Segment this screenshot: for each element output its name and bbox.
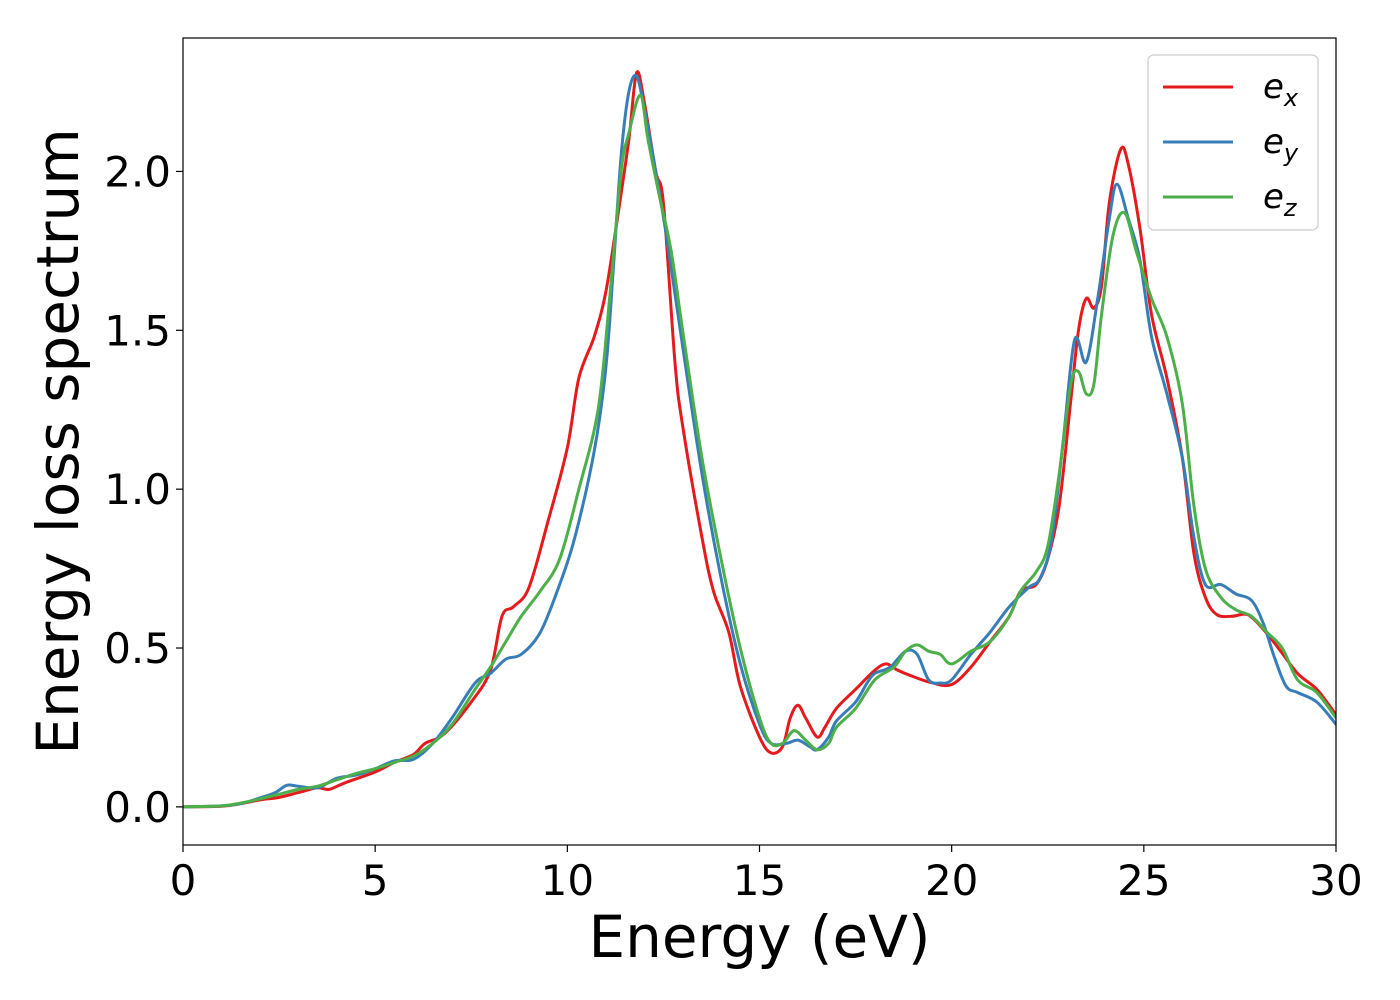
- legend-label-subscript: y: [1283, 139, 1299, 167]
- legend-label-subscript: z: [1283, 194, 1298, 222]
- x-tick-label: 5: [362, 856, 389, 905]
- axes-frame: [182, 37, 1337, 846]
- x-tick-label: 15: [733, 856, 786, 905]
- plot-area: [183, 70, 1336, 809]
- series-line-ez: [183, 93, 1336, 809]
- legend-label-main: e: [1263, 67, 1284, 107]
- legend-label-ex: ex: [1263, 67, 1299, 112]
- y-tick-label: 1.0: [104, 465, 171, 514]
- x-axis-ticks: 0 5 10 15 20 25 30: [170, 845, 1363, 905]
- series-line-ey: [183, 74, 1336, 809]
- y-tick-label: 0.5: [104, 624, 171, 673]
- y-tick-label: 2.0: [104, 147, 171, 196]
- y-tick-label: 1.5: [104, 306, 171, 355]
- series-line-ex: [183, 70, 1336, 809]
- x-tick-label: 25: [1117, 856, 1170, 905]
- legend-label-ey: ey: [1263, 122, 1299, 167]
- legend-label-ez: ez: [1263, 177, 1298, 222]
- y-axis-ticks: 0.0 0.5 1.0 1.5 2.0: [104, 147, 183, 832]
- legend-label-subscript: x: [1283, 84, 1299, 112]
- x-tick-label: 20: [925, 856, 978, 905]
- x-tick-label: 0: [170, 856, 197, 905]
- x-axis-label: Energy (eV): [588, 903, 930, 971]
- x-tick-label: 10: [541, 856, 594, 905]
- y-axis-label: Energy loss spectrum: [24, 128, 92, 754]
- x-tick-label: 30: [1309, 856, 1362, 905]
- y-tick-label: 0.0: [104, 783, 171, 832]
- legend-label-main: e: [1263, 177, 1284, 217]
- legend-label-main: e: [1263, 122, 1284, 162]
